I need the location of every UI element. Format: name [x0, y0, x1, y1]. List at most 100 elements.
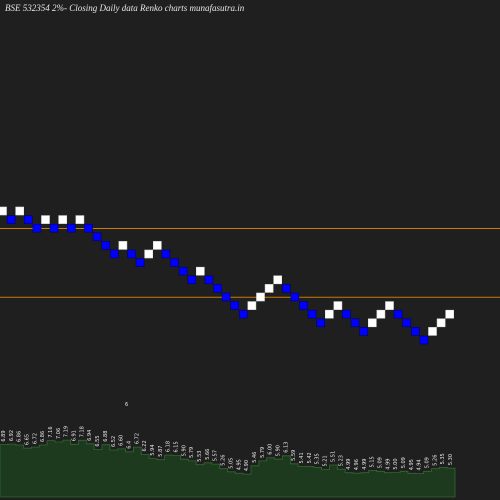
up-brick	[144, 249, 153, 259]
down-brick	[67, 223, 76, 233]
volume-label: 6.92	[9, 430, 15, 441]
down-brick	[170, 258, 179, 267]
down-brick	[299, 301, 308, 310]
volume-label: 5.26	[221, 455, 227, 466]
down-brick	[230, 301, 239, 310]
volume-label: 4.99	[385, 459, 391, 470]
volume-label: 6.72	[134, 433, 140, 444]
down-brick	[402, 318, 412, 328]
volume-label: 5.90	[276, 445, 282, 456]
volume-label: 5.15	[370, 456, 376, 467]
volume-label: 6.86	[17, 431, 23, 442]
down-brick	[221, 292, 231, 302]
down-brick	[239, 309, 248, 319]
volume-label: 6.88	[103, 431, 109, 442]
down-brick	[307, 309, 317, 319]
up-brick	[333, 301, 343, 310]
volume-label: 5.41	[299, 452, 305, 463]
volume-label: 5.79	[260, 447, 266, 458]
up-brick	[428, 327, 437, 336]
down-brick	[410, 327, 420, 336]
up-brick	[376, 309, 386, 319]
volume-note: 6	[125, 402, 128, 408]
down-brick	[187, 275, 196, 285]
down-brick	[350, 318, 360, 328]
volume-label: 6.55	[95, 435, 101, 446]
volume-label: 5.05	[228, 458, 234, 469]
volume-label: 5.94	[150, 444, 156, 455]
volume-label: 7.18	[79, 426, 85, 437]
up-brick	[324, 309, 334, 319]
down-brick	[127, 249, 136, 259]
volume-label: 5.09	[401, 457, 407, 468]
down-brick	[316, 318, 326, 328]
down-brick	[213, 284, 222, 293]
volume-label: 7.16	[48, 426, 54, 437]
up-brick	[0, 206, 7, 216]
volume-label: 4.95	[409, 459, 415, 470]
volume-label: 5.09	[378, 457, 384, 468]
volume-label: 6.60	[119, 435, 125, 446]
up-brick	[58, 215, 68, 224]
down-brick	[178, 266, 188, 276]
down-brick	[161, 249, 171, 259]
volume-label: 6.65	[25, 434, 31, 445]
volume-label: 7.06	[56, 428, 62, 439]
volume-label: 6.4	[126, 441, 132, 449]
volume-label: 5.51	[330, 451, 336, 462]
volume-label: 5.23	[338, 455, 344, 466]
down-brick	[49, 223, 59, 233]
volume-label: 5.26	[432, 455, 438, 466]
volume-label: 5.21	[323, 455, 329, 466]
down-brick	[359, 327, 369, 336]
volume-label: 5.00	[393, 458, 399, 469]
down-brick	[23, 215, 33, 224]
down-brick	[204, 275, 214, 285]
volume-label: 6.15	[174, 441, 180, 452]
up-brick	[256, 292, 265, 302]
volume-label: 6.13	[283, 442, 289, 453]
volume-label: 5.53	[197, 451, 203, 462]
renko-bricks	[0, 206, 455, 345]
down-brick	[6, 215, 16, 224]
volume-bars	[0, 439, 456, 498]
up-brick	[196, 266, 205, 276]
down-brick	[101, 241, 110, 250]
down-brick	[84, 223, 93, 233]
volume-label: 6.86	[40, 431, 46, 442]
volume-label: 4.90	[244, 460, 250, 471]
volume-label: 5.59	[291, 450, 297, 461]
up-brick	[273, 275, 283, 285]
volume-label: 5.66	[205, 449, 211, 460]
volume-label: 6.00	[268, 444, 274, 455]
volume-label: 4.99	[362, 459, 368, 470]
volume-label: 6.89	[1, 430, 7, 441]
volume-label: 5.57	[213, 450, 219, 461]
volume-label: 5.30	[448, 454, 454, 465]
volume-label: 6.94	[87, 430, 93, 441]
down-brick	[419, 335, 429, 345]
up-brick	[445, 309, 455, 319]
down-brick	[393, 309, 403, 319]
up-brick	[367, 318, 377, 328]
up-brick	[75, 215, 85, 224]
volume-label: 5.35	[315, 453, 321, 464]
volume-label: 5.42	[307, 452, 313, 463]
volume-label: 5.90	[181, 445, 187, 456]
chart-title: BSE 532354 2%- Closing Daily data Renko …	[5, 3, 245, 13]
volume-label: 5.87	[158, 446, 164, 457]
volume-label: 4.99	[346, 459, 352, 470]
volume-label: 6.22	[142, 440, 148, 451]
volume-label: 6.52	[111, 436, 117, 447]
volume-label: 5.46	[252, 452, 258, 463]
down-brick	[290, 292, 300, 302]
volume-label: 5.79	[189, 447, 195, 458]
volume-area	[0, 439, 456, 498]
volume-label: 4.94	[417, 459, 423, 470]
up-brick	[247, 301, 257, 310]
volume-label: 5.35	[440, 453, 446, 464]
down-brick	[281, 284, 291, 293]
volume-label: 4.96	[354, 459, 360, 470]
